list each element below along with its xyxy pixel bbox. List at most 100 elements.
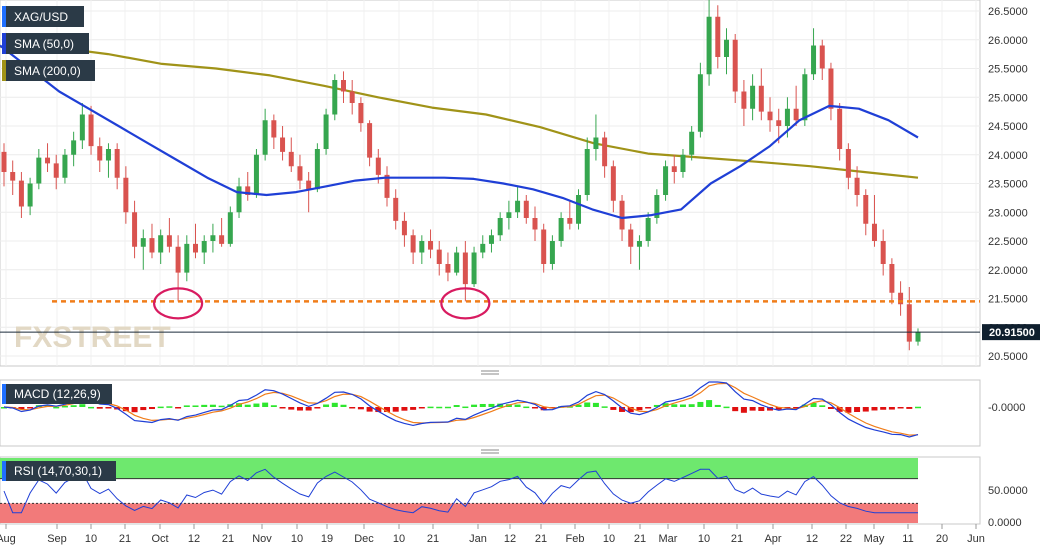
rsi-y-tick-0: 0.0000 (988, 517, 1022, 529)
macd-histogram-bar (775, 407, 782, 410)
candle (393, 189, 399, 230)
macd-histogram-bar (61, 405, 68, 408)
macd-histogram-bar (801, 404, 808, 407)
x-tick-label: Mar (659, 533, 678, 545)
macd-histogram-bar (767, 407, 774, 411)
splitter-handle-2[interactable] (481, 449, 499, 454)
macd-histogram-bar (392, 407, 399, 412)
macd-histogram-bar (584, 402, 591, 407)
x-tick-label: 10 (291, 533, 303, 545)
macd-histogram-bar (218, 405, 225, 408)
macd-histogram-bar (906, 407, 913, 409)
macd-histogram-bar (410, 407, 417, 410)
candle (523, 195, 529, 224)
candle (906, 287, 912, 351)
candle (306, 172, 312, 213)
x-tick-label: 11 (902, 533, 913, 545)
macd-histogram-bar (601, 406, 608, 408)
macd-histogram-bar (888, 407, 895, 410)
candle (210, 223, 216, 253)
macd-histogram-bar (671, 404, 678, 407)
candle (280, 126, 286, 161)
candle (541, 223, 547, 273)
rsi-plot (0, 458, 918, 523)
last-price-value: 20.91500 (989, 327, 1035, 339)
macd-histogram-bar (96, 407, 103, 409)
macd-histogram-bar (479, 403, 486, 407)
macd-histogram-bar (732, 407, 739, 412)
candle (10, 160, 16, 195)
macd-histogram-bar (157, 406, 164, 409)
x-tick-label: 20 (936, 533, 948, 545)
candle (506, 200, 512, 230)
macd-histogram-bar (175, 407, 182, 409)
symbol-tag[interactable]: XAG/USD (2, 6, 84, 27)
macd-histogram-bar (357, 407, 364, 410)
candle (480, 235, 486, 259)
macd-histogram-bar (714, 404, 721, 407)
macd-histogram-bar (592, 402, 599, 407)
x-tick-label: Oct (151, 533, 168, 545)
rsi-label: RSI (14,70,30,1) (14, 464, 102, 478)
fxstreet-watermark: FXSTREET (14, 321, 171, 354)
macd-histogram-bar (575, 404, 582, 407)
candle (671, 154, 677, 184)
candle (750, 74, 756, 121)
macd-histogram-bar (836, 407, 843, 412)
macd-histogram-bar (854, 407, 861, 412)
macd-signal-line (3, 382, 919, 436)
macd-histogram-bar (453, 405, 460, 407)
price-y-tick: 24.5000 (988, 121, 1028, 133)
x-tick-label: Sep (47, 533, 67, 545)
price-y-tick: 21.5000 (988, 294, 1028, 306)
macd-histogram-bar (192, 405, 199, 407)
candle (419, 235, 425, 264)
macd-histogram-bar (880, 407, 887, 410)
candle (236, 177, 242, 218)
macd-histogram-bar (610, 407, 617, 410)
candle (723, 28, 729, 75)
macd-histogram-bar (862, 407, 869, 412)
x-tick-label: 21 (222, 533, 234, 545)
candle (828, 62, 834, 121)
price-y-axis: 26.5000 26.0000 25.5000 25.0000 24.5000 24.00… (988, 6, 1028, 363)
sma-200-path (0, 45, 919, 179)
price-y-tick: 23.5000 (988, 179, 1028, 191)
macd-line (3, 381, 919, 438)
macd-tag[interactable]: MACD (12,26,9) (2, 384, 112, 404)
macd-histogram-bar (131, 407, 138, 413)
macd-histogram-bar (793, 407, 800, 409)
candle (262, 108, 268, 161)
macd-histogram-bar (279, 407, 286, 409)
rsi-tag[interactable]: RSI (14,70,30,1) (2, 461, 116, 481)
macd-histogram-bar (915, 406, 921, 409)
macd-histogram-bar (531, 407, 538, 409)
x-tick-label: Jun (967, 533, 985, 545)
candle (558, 212, 564, 247)
sma-200-line (0, 45, 919, 179)
sma-200-tag[interactable]: SMA (200,0) (2, 60, 95, 81)
macd-histogram-bar (636, 407, 643, 411)
candle (201, 235, 207, 264)
candle (863, 189, 869, 236)
candle (166, 218, 172, 253)
macd-histogram-bar (70, 405, 77, 407)
macd-histogram-bar (706, 400, 713, 407)
candle (114, 143, 120, 190)
macd-histogram-bar (201, 404, 208, 407)
candle (549, 235, 555, 270)
candle (314, 143, 320, 193)
x-tick-label: Nov (252, 533, 272, 545)
candle (288, 137, 294, 172)
macd-histogram-bar (488, 403, 495, 407)
candle (123, 166, 129, 224)
macd-histogram-bar (53, 406, 60, 409)
candle (871, 195, 877, 247)
sma-50-tag[interactable]: SMA (50,0) (2, 33, 89, 54)
candle (532, 206, 538, 241)
candle (132, 200, 138, 259)
candle (340, 71, 346, 103)
candle (462, 241, 468, 302)
splitter-handle-1[interactable] (481, 370, 499, 375)
price-y-tick: 20.5000 (988, 351, 1028, 363)
